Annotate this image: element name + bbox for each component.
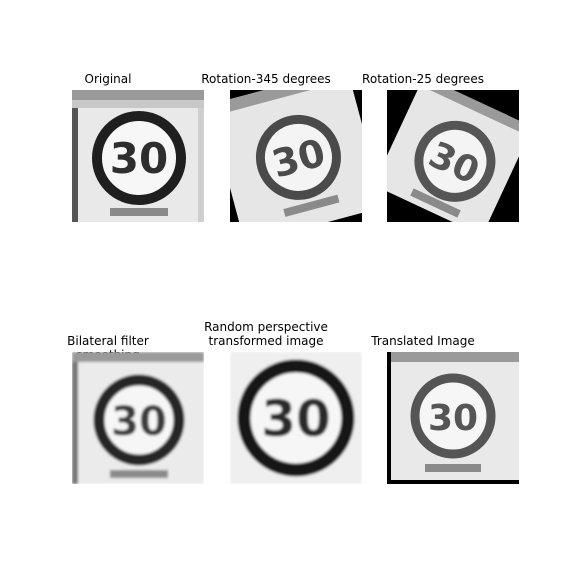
sign-number: 30 — [110, 134, 168, 183]
sign-image: 30 — [72, 90, 204, 222]
sign-number: 30 — [428, 398, 478, 439]
sign-image: 30 — [387, 90, 519, 222]
sign-image: 30 — [230, 90, 362, 222]
panel-title: Rotation-345 degrees — [201, 72, 331, 86]
panel-title: Random perspective transformed image — [204, 320, 328, 348]
panel-title: Translated Image — [371, 334, 475, 348]
sign-number: 30 — [111, 399, 167, 445]
sign-image: 30 — [72, 352, 204, 484]
sign-number: 30 — [261, 390, 331, 448]
sign-image: 30 — [387, 352, 519, 484]
panel-title: Rotation-25 degrees — [362, 72, 484, 86]
panel-title: Original — [84, 72, 132, 86]
sign-image: 30 — [230, 352, 362, 484]
